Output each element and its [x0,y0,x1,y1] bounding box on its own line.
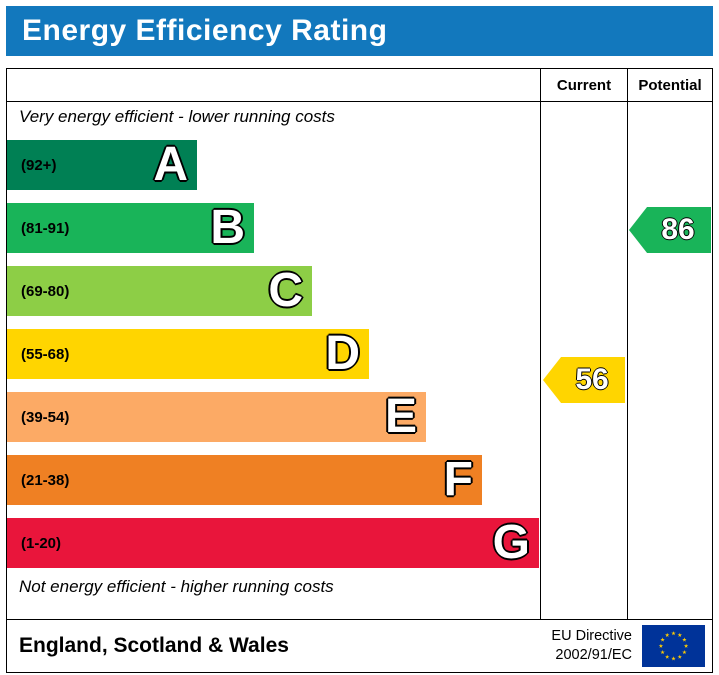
bottom-note: Not energy efficient - higher running co… [19,577,334,596]
region-label: England, Scotland & Wales [19,634,289,657]
rating-chart: Current Potential Very energy efficient … [6,68,713,620]
band-e-range-label: (39-54) [21,408,70,426]
band-b-range-label: (81-91) [21,219,70,237]
potential-column-header: Potential [638,76,702,94]
top-note: Very energy efficient - lower running co… [19,107,335,126]
potential-rating-value: 86 [661,213,695,246]
eu-flag [642,625,705,667]
title-banner: Energy Efficiency Rating [6,6,713,56]
band-d-bar: (55-68) D [7,329,369,379]
footer-bar: England, Scotland & Wales EU Directive 2… [6,620,713,673]
eu-directive-line2: 2002/91/EC [555,647,632,663]
band-g-bar: (1-20) G [7,518,539,568]
band-f-letter: F [443,453,473,506]
potential-column-divider [627,69,628,619]
band-c-range-label: (69-80) [21,282,70,300]
current-rating-value: 56 [575,363,609,396]
band-f-bar: (21-38) F [7,455,482,505]
current-column-divider [540,69,541,619]
band-e-bar: (39-54) E [7,392,426,442]
band-a-range-label: (92+) [21,156,57,174]
eu-flag-stars [658,631,689,661]
band-d-letter: D [325,327,360,380]
column-header-divider [7,101,712,102]
band-c-bar: (69-80) C [7,266,312,316]
page-title: Energy Efficiency Rating [22,14,388,47]
current-rating-arrow: 56 [543,357,625,403]
potential-rating-arrow: 86 [629,207,711,253]
current-column-header: Current [556,76,612,94]
band-e-letter: E [384,390,417,443]
band-f-range-label: (21-38) [21,471,70,489]
band-c-letter: C [268,264,303,317]
band-b-bar: (81-91) B [7,203,254,253]
eu-directive-line1: EU Directive [551,628,632,644]
eu-directive-label: EU Directive 2002/91/EC [551,627,632,665]
band-a-bar: (92+) A [7,140,197,190]
band-g-letter: G [492,516,530,569]
band-g-range-label: (1-20) [21,534,62,552]
band-a-letter: A [153,138,188,191]
band-d-range-label: (55-68) [21,345,70,363]
band-b-letter: B [210,201,245,254]
